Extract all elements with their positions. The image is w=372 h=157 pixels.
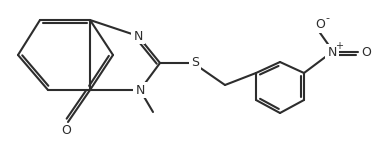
Text: O: O: [361, 46, 371, 59]
Text: +: +: [335, 41, 343, 51]
Text: O: O: [61, 125, 71, 138]
Text: -: -: [325, 13, 329, 23]
Text: N: N: [135, 84, 145, 97]
Text: N: N: [133, 30, 143, 43]
Text: S: S: [191, 57, 199, 70]
Text: N: N: [327, 46, 337, 59]
Text: O: O: [315, 19, 325, 32]
